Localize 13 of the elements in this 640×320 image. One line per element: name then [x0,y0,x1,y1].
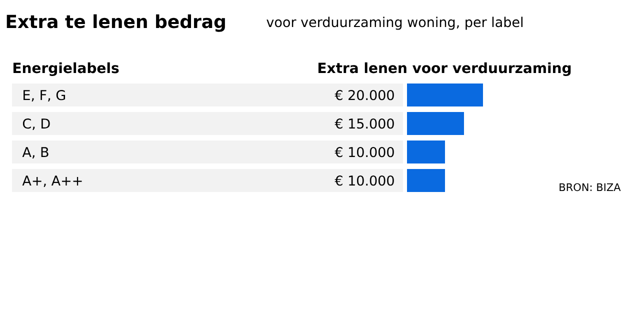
data-label: € 15.000 [334,118,394,129]
y-tick-label: E, F, G [24,90,66,102]
text: Extra te lenen bedrag [6,14,225,32]
data-label: € 10.000 [334,175,394,186]
data-label: € 20.000 [334,90,394,100]
chart-subtitle: voor verduurzaming woning, per label [266,16,522,30]
y-tick-label: C, D [22,118,50,130]
text: BRON: BIZA [560,183,621,192]
y-axis-title: Energielabels [13,62,119,76]
y-tick-label: A, B [22,147,48,159]
y-tick-label: A+, A++ [22,176,82,188]
x-axis-title: Extra lenen voor verduurzaming [318,62,571,76]
data-label: € 10.000 [334,146,394,158]
